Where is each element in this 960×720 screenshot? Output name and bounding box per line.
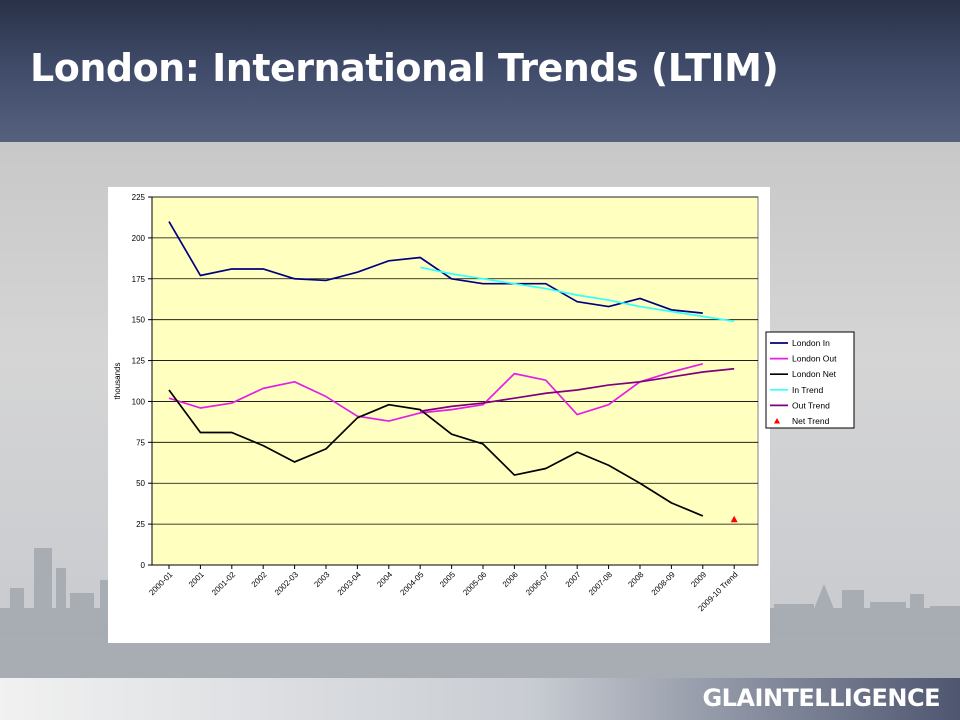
legend: London In London Out London Net In Trend Out… [765,331,855,429]
series-lines [168,221,738,523]
y-tick-label: 75 [136,438,145,447]
brand-suffix: INTELLIGENCE [754,684,941,712]
london-in-line [168,221,703,314]
net-trend-legend-label: Net Trend [792,416,830,426]
brand-prefix: GLA [702,684,755,712]
y-tick-label: 150 [132,316,146,325]
plot-area [151,196,759,566]
net-trend-legend-swatch [774,418,780,424]
london-net-legend-label: London Net [792,369,837,379]
y-tick-label: 0 [141,561,146,570]
y-tick-label: 125 [132,357,146,366]
gridlines [152,196,758,525]
net-trend-marker [730,515,738,523]
legend-box [765,331,855,429]
y-axis-label: thousands [113,363,122,400]
footer-bar [0,678,960,720]
out-trend-line [420,367,735,413]
y-tick-label: 50 [136,479,145,488]
london-net-line [168,389,704,517]
gla-intelligence-logo: GLAINTELLIGENCE [702,684,940,712]
slide-title: London: International Trends (LTIM) [30,46,779,90]
y-tick-label: 175 [132,275,146,284]
london-in-legend-label: London In [792,338,830,348]
london-out-line [168,363,703,422]
london-out-legend-label: London Out [792,354,837,364]
out-trend-legend-label: Out Trend [792,400,830,410]
y-tick-label: 25 [136,520,145,529]
title-banner: London: International Trends (LTIM) [0,0,960,142]
y-tick-label: 100 [132,397,146,406]
y-tick-label: 200 [132,234,146,243]
in-trend-line [420,266,735,323]
y-axis-ticks: 0 25 50 75 100 125 150 175 200 225 [132,193,152,570]
y-tick-label: 225 [132,193,146,202]
in-trend-legend-label: In Trend [792,385,823,395]
